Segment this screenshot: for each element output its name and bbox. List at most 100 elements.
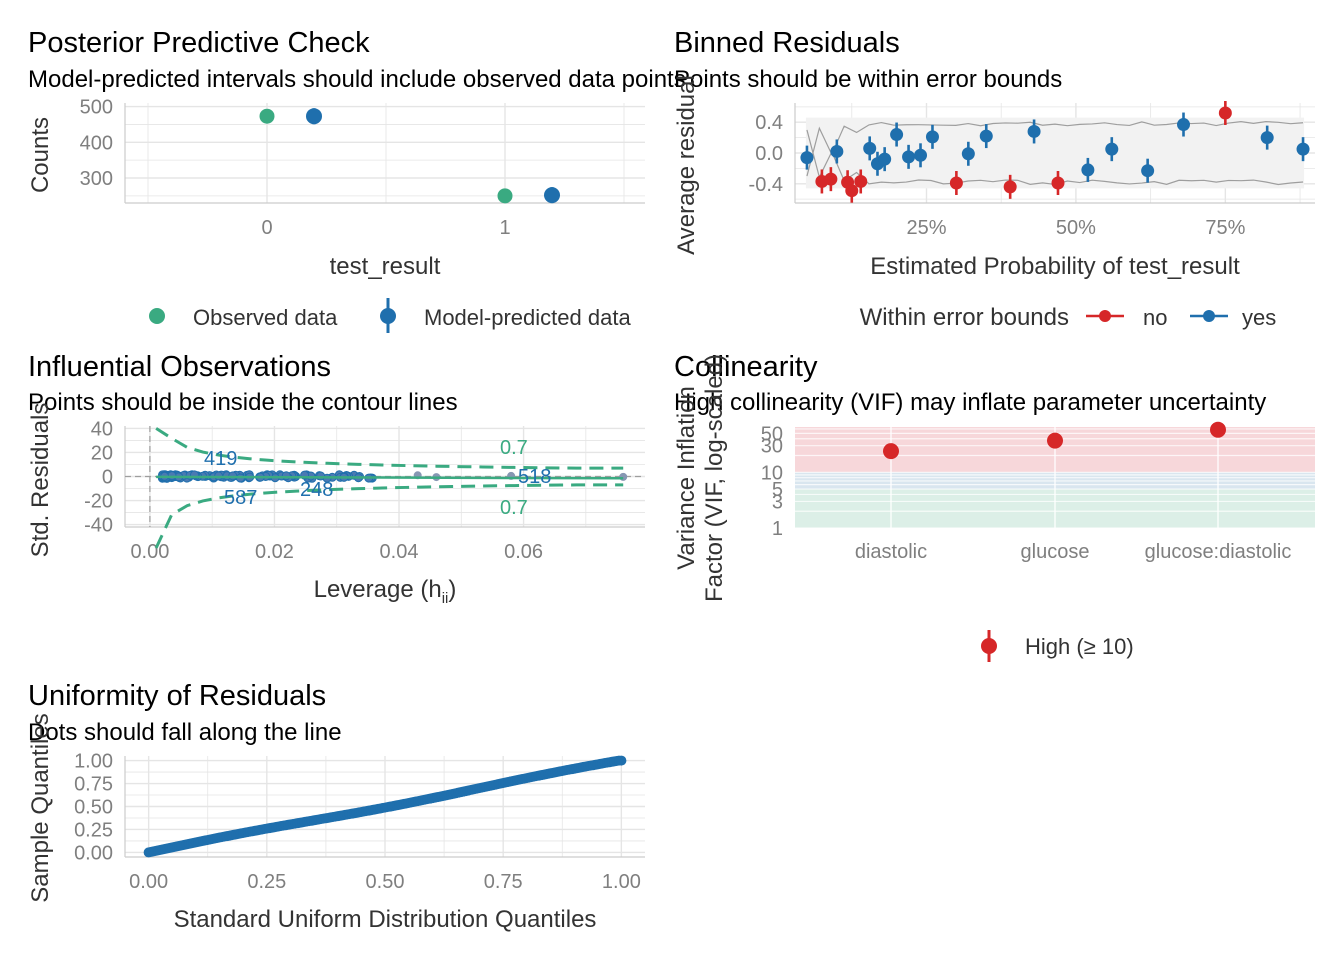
x-axis-label: test_result: [330, 253, 441, 280]
observation-label: 419: [204, 448, 237, 470]
residual-point: [1296, 142, 1310, 156]
residual-point: [1027, 124, 1041, 138]
chart-subtitle: High collinearity (VIF) may inflate para…: [674, 389, 1266, 416]
y-tick-label: 0.50: [74, 797, 113, 819]
predicted-point: [306, 108, 322, 125]
residual-point: [979, 129, 993, 143]
legend-label: Model-predicted data: [424, 305, 631, 330]
y-tick-label: 300: [80, 168, 113, 190]
y-tick-label: 30: [761, 436, 783, 458]
y-tick-label: 0.25: [74, 819, 113, 841]
y-tick-label: 5: [772, 479, 783, 501]
y-axis-label: Average residual: [673, 75, 700, 255]
x-tick-label: glucose: [1021, 541, 1090, 563]
loess-line: [156, 475, 624, 480]
y-axis-label: Sample Quantiles: [27, 713, 54, 902]
x-axis-label: Standard Uniform Distribution Quantiles: [174, 906, 597, 933]
x-tick-label: 1: [499, 217, 510, 239]
residual-point: [890, 128, 904, 142]
legend-label: High (≥ 10): [1025, 634, 1134, 659]
chart-title: Collinearity: [674, 351, 818, 383]
legend-label: yes: [1242, 305, 1276, 330]
residual-point: [914, 148, 928, 162]
vif-point: [1210, 421, 1226, 438]
chart-title: Influential Observations: [28, 351, 331, 383]
y-tick-label: -40: [84, 515, 113, 537]
legend-key-yes: [1203, 310, 1215, 322]
chart-subtitle: Model-predicted intervals should include…: [28, 66, 686, 93]
y-tick-label: 0.00: [74, 842, 113, 864]
chart-title: Uniformity of Residuals: [28, 680, 326, 712]
legend-key-no: [1099, 310, 1111, 322]
residual-point: [1105, 142, 1119, 156]
residual-point: [854, 174, 868, 188]
vif-point: [883, 443, 899, 460]
residual-point: [1003, 180, 1017, 194]
x-tick-label: 0: [261, 217, 272, 239]
residual-point: [1260, 131, 1274, 145]
x-tick-label: 0.50: [366, 871, 405, 893]
residual-point: [1218, 106, 1232, 120]
upper-bound-line: [806, 121, 1304, 177]
predicted-point: [544, 187, 560, 204]
chart-title: Binned Residuals: [674, 27, 900, 59]
y-tick-label: 0.4: [755, 112, 783, 134]
observation-label: 248: [300, 479, 333, 501]
x-tick-label: glucose:diastolic: [1145, 541, 1292, 563]
x-axis-label: Leverage (hii): [314, 576, 457, 607]
residual-point: [1141, 164, 1155, 178]
chart-subtitle: Dots should fall along the line: [28, 719, 342, 746]
y-tick-label: 1.00: [74, 751, 113, 773]
y-tick-label: 0.75: [74, 774, 113, 796]
legend-key-observed: [149, 308, 165, 324]
contour-label: 0.7: [500, 497, 528, 519]
vif-point: [1047, 432, 1063, 449]
y-tick-label: -0.4: [749, 174, 783, 196]
residual-point: [845, 184, 859, 198]
legend-title: Within error bounds: [860, 304, 1069, 331]
residual-point: [902, 150, 916, 164]
observation-label: 587: [224, 487, 257, 509]
uniformity-panel: Uniformity of Residuals Dots should fall …: [27, 680, 645, 933]
residual-point: [1051, 176, 1065, 190]
residual-point: [925, 130, 939, 144]
observed-point: [259, 108, 275, 124]
ppc-panel: Posterior Predictive Check Model-predicte…: [27, 27, 686, 333]
legend-label: no: [1143, 305, 1167, 330]
x-tick-label: 0.02: [255, 541, 294, 563]
x-tick-label: 50%: [1056, 217, 1096, 239]
y-tick-label: 400: [80, 132, 113, 154]
collinearity-panel: Collinearity High collinearity (VIF) may …: [673, 351, 1315, 662]
y-tick-label: 1: [772, 518, 783, 540]
chart-subtitle: Points should be within error bounds: [674, 66, 1062, 93]
y-axis-label: Std. Residuals: [27, 403, 54, 558]
x-tick-label: 0.00: [129, 871, 168, 893]
x-tick-label: 25%: [906, 217, 946, 239]
binned-residuals-panel: Binned Residuals Points should be within …: [673, 27, 1315, 331]
legend-label: Observed data: [193, 305, 338, 330]
y-tick-label: 10: [761, 462, 783, 484]
x-tick-label: diastolic: [855, 541, 927, 563]
x-tick-label: 0.04: [380, 541, 419, 563]
residual-point: [949, 176, 963, 190]
legend-key-predicted: [380, 308, 396, 324]
y-tick-label: 500: [80, 97, 113, 119]
y-tick-label: 20: [91, 442, 113, 464]
y-tick-label: 40: [91, 418, 113, 440]
observation-label: 518: [518, 466, 551, 488]
x-axis-label: Estimated Probability of test_result: [870, 253, 1240, 280]
residual-point: [878, 152, 892, 166]
x-tick-label: 75%: [1205, 217, 1245, 239]
y-axis-label: Variance InflationFactor (VIF, log-scale…: [673, 354, 728, 602]
error-band: [805, 117, 1305, 189]
residual-point: [961, 147, 975, 161]
y-tick-label: 50: [761, 423, 783, 445]
y-tick-label: 0.0: [755, 143, 783, 165]
observation-point: [619, 472, 628, 481]
influential-observations-panel: Influential Observations Points should be…: [27, 351, 645, 607]
quantile-point: [616, 755, 627, 766]
residual-point: [1081, 163, 1095, 177]
x-tick-label: 0.75: [484, 871, 523, 893]
chart-title: Posterior Predictive Check: [28, 27, 370, 59]
